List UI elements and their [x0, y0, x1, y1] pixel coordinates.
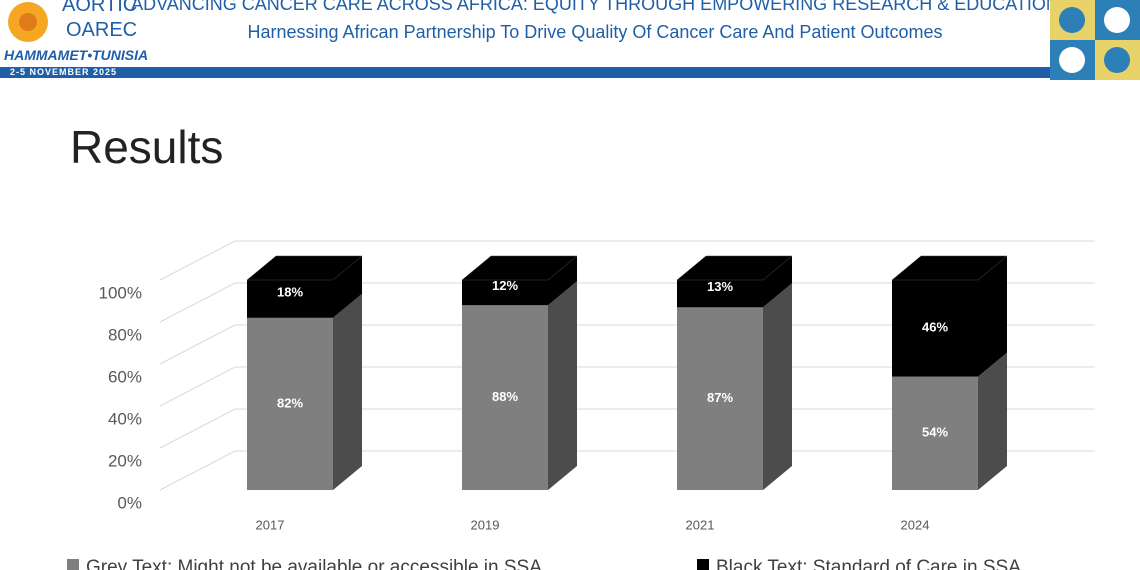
bar-top — [677, 283, 792, 308]
data-label: 18% — [277, 284, 303, 299]
bar-top — [891, 255, 1008, 281]
bar — [892, 376, 978, 490]
grid-line — [159, 324, 1095, 365]
data-label: 54% — [922, 425, 948, 440]
bar — [462, 280, 548, 306]
bar — [247, 317, 333, 490]
data-label: 12% — [492, 278, 518, 293]
legend-label: Black Text: Standard of Care in SSA — [716, 557, 1021, 570]
legend-swatch — [67, 559, 79, 570]
x-tick-label: 2017 — [256, 517, 285, 532]
grid-line — [159, 282, 1095, 323]
bar-top — [461, 255, 578, 281]
grid-line — [159, 408, 1095, 449]
bar-side — [978, 352, 1007, 490]
bar — [247, 280, 333, 318]
x-tick-label: 2024 — [901, 517, 930, 532]
y-tick-label: 20% — [108, 451, 142, 470]
tile-decoration — [1050, 0, 1140, 80]
logo-text: OAREC — [66, 19, 138, 41]
data-label: 87% — [707, 390, 733, 405]
logo-text: AORTIC — [62, 0, 138, 16]
bar-side — [548, 281, 577, 490]
data-label: 88% — [492, 389, 518, 404]
bar-top — [892, 352, 1007, 377]
legend-swatch — [697, 559, 709, 570]
slide-title: Results — [70, 121, 224, 173]
grid-line — [159, 450, 1095, 491]
y-tick-label: 40% — [108, 409, 142, 428]
legend-label: Grey Text: Might not be available or acc… — [86, 557, 542, 570]
data-label: 82% — [277, 395, 303, 410]
bar-side — [763, 283, 792, 490]
bar-side — [333, 256, 362, 318]
bar — [462, 305, 548, 490]
header-title: ADVANCING CANCER CARE ACROSS AFRICA: EQU… — [131, 0, 1059, 14]
x-tick-label: 2019 — [471, 517, 500, 532]
bar-side — [978, 256, 1007, 377]
bar-side — [763, 256, 792, 308]
bar-side — [333, 293, 362, 490]
bar-top — [246, 255, 363, 281]
bar — [892, 280, 978, 377]
data-label: 46% — [922, 320, 948, 335]
bar-top — [676, 255, 793, 281]
bar — [677, 280, 763, 308]
y-tick-label: 0% — [117, 493, 142, 512]
y-tick-label: 80% — [108, 325, 142, 344]
data-label: 13% — [707, 279, 733, 294]
grid-line — [159, 240, 1095, 281]
bar-top — [247, 293, 362, 318]
bar — [677, 307, 763, 490]
header-dates: 2-5 NOVEMBER 2025 — [10, 67, 118, 77]
bar-top — [462, 281, 577, 306]
y-tick-label: 100% — [99, 283, 142, 302]
logo-city: HAMMAMET•TUNISIA — [4, 47, 149, 63]
bar-side — [548, 256, 577, 306]
y-tick-label: 60% — [108, 367, 142, 386]
x-tick-label: 2021 — [686, 517, 715, 532]
logo-graphic — [8, 2, 48, 42]
grid-line — [159, 366, 1095, 407]
header-band — [0, 67, 1140, 78]
header: AORTIC OAREC HAMMAMET•TUNISIA ADVANCING … — [0, 0, 1140, 80]
header-subtitle: Harnessing African Partnership To Drive … — [247, 22, 943, 42]
